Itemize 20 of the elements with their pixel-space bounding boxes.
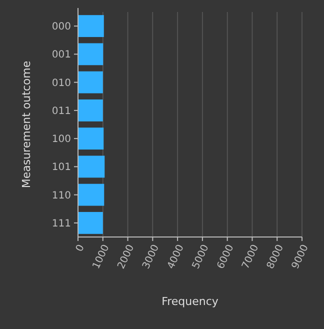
y-tick-label: 000	[52, 22, 71, 33]
x-tick-label: 9000	[290, 243, 311, 271]
y-tick-label: 001	[52, 50, 71, 61]
x-tick-label: 2000	[116, 243, 137, 271]
x-tick-label: 3000	[140, 243, 162, 271]
y-tick-label: 011	[52, 106, 71, 117]
x-tick-label: 0	[74, 243, 87, 254]
x-axis-title: Frequency	[162, 295, 219, 308]
x-tick-label: 6000	[216, 243, 236, 271]
y-tick-label: 100	[52, 134, 71, 146]
x-tick-label: 8000	[265, 243, 286, 271]
y-tick-label: 111	[52, 218, 71, 230]
y-tick-label: 010	[52, 78, 71, 89]
x-tick-label: 4000	[166, 243, 186, 271]
x-tick-label: 7000	[240, 243, 262, 271]
x-tick-label: 5000	[190, 243, 212, 271]
y-tick-label: 110	[52, 190, 71, 202]
y-axis-title: Measurement outcome	[20, 60, 33, 188]
x-tick-label: 1000	[91, 243, 112, 271]
y-tick-label: 101	[52, 162, 71, 174]
